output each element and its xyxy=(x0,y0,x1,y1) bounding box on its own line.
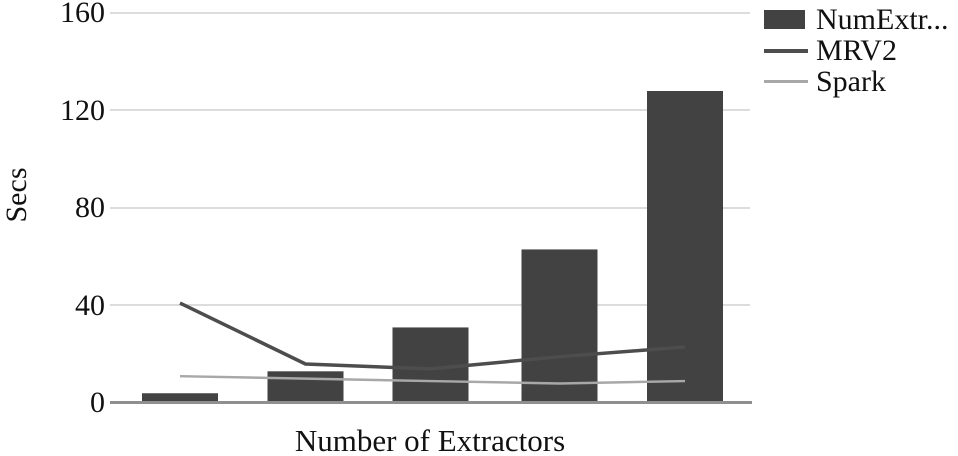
gridline-120 xyxy=(110,109,750,111)
line-mrv2 xyxy=(179,301,686,371)
plot-area xyxy=(142,91,723,403)
gridline-80 xyxy=(110,207,750,209)
x-axis-title: Number of Extractors xyxy=(294,423,566,456)
line-swatch-icon xyxy=(764,48,808,53)
y-axis-title: Secs xyxy=(0,167,33,223)
gridline-160 xyxy=(110,12,750,14)
line-swatch-icon xyxy=(764,80,808,83)
y-tick-label-120: 120 xyxy=(60,94,105,127)
legend-label-numextr: NumExtr... xyxy=(816,3,949,36)
legend-item-mrv2: MRV2 xyxy=(764,35,949,66)
gridline-40 xyxy=(110,304,750,306)
legend-label-mrv2: MRV2 xyxy=(816,34,897,67)
legend-item-spark: Spark xyxy=(764,66,949,97)
bar-swatch-icon xyxy=(764,10,805,29)
legend: NumExtr... MRV2 Spark xyxy=(764,4,949,97)
bar-1 xyxy=(142,393,218,403)
y-tick-label-160: 160 xyxy=(60,0,105,29)
y-tick-label-0: 0 xyxy=(90,386,105,419)
bar-4 xyxy=(521,249,598,403)
bar-2 xyxy=(267,371,344,403)
y-tick-label-40: 40 xyxy=(75,289,105,322)
line-spark xyxy=(179,374,686,385)
legend-label-spark: Spark xyxy=(816,65,886,98)
x-axis-line xyxy=(110,401,752,404)
y-tick-label-80: 80 xyxy=(75,191,105,224)
bar-5 xyxy=(647,91,723,403)
legend-item-numextr: NumExtr... xyxy=(764,4,949,35)
